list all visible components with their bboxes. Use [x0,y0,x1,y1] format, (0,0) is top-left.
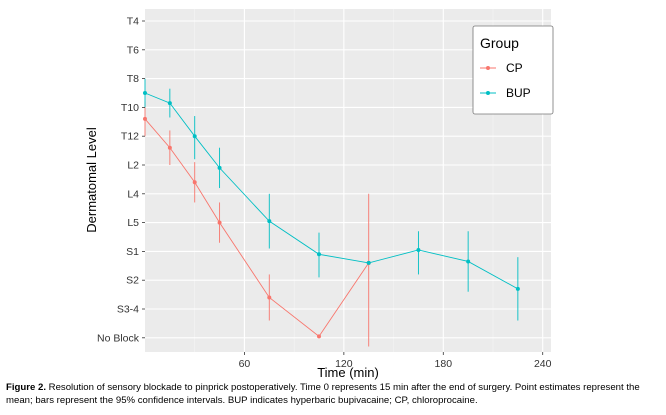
y-tick-label: L2 [127,160,139,172]
caption-label: Figure 2. [6,382,46,393]
data-point-cp [167,145,172,150]
data-point-cp [217,220,222,225]
x-tick-label: 240 [534,358,552,370]
data-point-cp [267,295,272,300]
y-tick-label: L4 [127,188,139,200]
x-tick-label: 120 [335,358,353,370]
legend-title: Group [480,35,519,51]
data-point-cp [317,334,321,339]
data-point-cp [192,180,197,185]
legend-key-point-bup [486,91,490,95]
series-layer [143,78,520,347]
y-axis-ticks: T4 T6 T8 T10 T12 L2 L4 L5 S1 S2 S3-4 No Block [97,16,145,344]
y-tick-label: T4 [127,16,139,28]
data-point-bup [167,101,172,106]
legend-label-bup: BUP [506,86,531,100]
data-point-bup [217,165,222,170]
y-tick-label: No Block [97,332,140,344]
legend-items: CP BUP [480,61,531,100]
legend-label-cp: CP [506,61,523,75]
data-point-bup [143,91,147,95]
data-point-bup [192,134,197,139]
x-tick-label: 60 [239,358,251,370]
data-point-cp [143,116,147,121]
figure-caption: Figure 2. Resolution of sensory blockade… [6,381,660,407]
x-axis-title: Time (min) [317,365,379,380]
data-point-bup [267,219,272,224]
y-tick-label: T12 [121,131,139,143]
legend: Group CP BUP [472,25,554,115]
data-point-bup [317,252,321,257]
major-gridlines [145,9,551,352]
y-tick-label: S1 [126,246,139,258]
data-point-bup [515,286,520,291]
y-tick-label: L5 [127,217,139,229]
legend-box [472,25,554,115]
y-tick-label: T10 [121,102,139,114]
data-point-bup [366,260,371,265]
data-point-bup [416,247,421,252]
y-axis-title: Dermatomal Level [84,127,99,233]
legend-key-point-cp [486,66,490,70]
caption-text: Resolution of sensory blockade to pinpri… [6,382,640,406]
y-tick-label: T6 [127,44,139,56]
y-tick-label: T8 [127,73,139,85]
y-tick-label: S2 [126,275,139,287]
data-point-bup [466,259,471,264]
y-tick-label: S3-4 [117,304,139,316]
x-tick-label: 180 [435,358,453,370]
series-line-bup [144,92,519,290]
x-axis-ticks: 60 120 180 240 [239,352,552,370]
